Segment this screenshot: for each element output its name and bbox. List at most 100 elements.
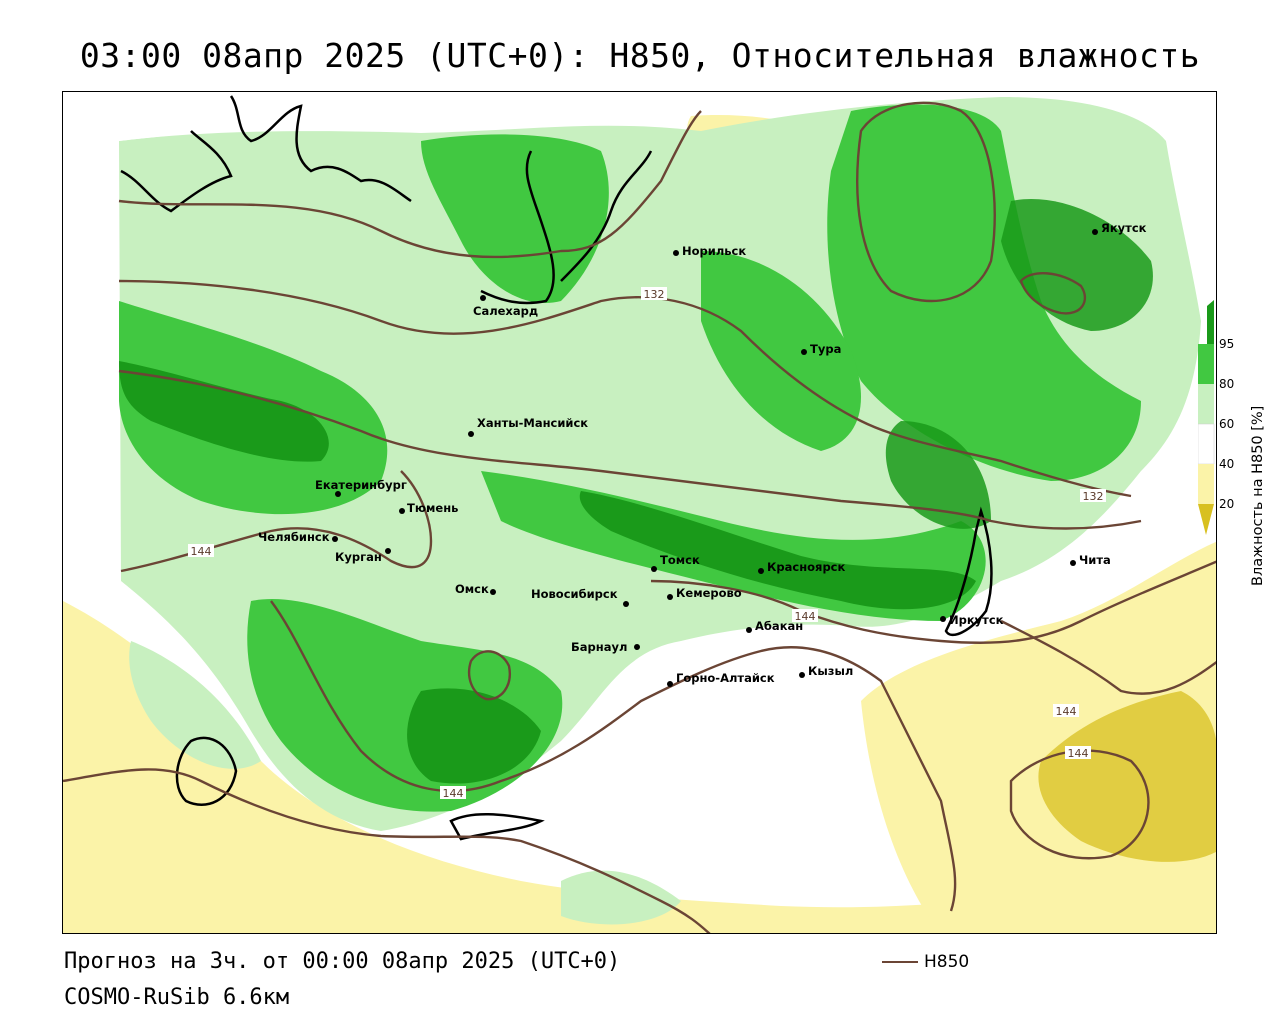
contour-label-132-north: 132 — [644, 288, 665, 301]
colorbar-tick-60: 60 — [1219, 417, 1234, 431]
coastline-pechora — [120, 130, 233, 213]
city-dot-chita — [1070, 560, 1076, 566]
city-kyzyl: Кызыл — [808, 664, 853, 678]
contour-label-144-west: 144 — [191, 545, 212, 558]
dry-area-west-steppe — [63, 641, 131, 831]
city-dot-tyumen — [399, 508, 405, 514]
coastline-aral — [449, 813, 545, 841]
colorbar-tick-95: 95 — [1219, 337, 1234, 351]
city-dot-tura — [801, 349, 807, 355]
colorbar-segment-20-40 — [1198, 464, 1214, 504]
colorbar-title: Влажность на H850 [%] — [1250, 406, 1266, 586]
wet-area-east — [701, 251, 861, 451]
contour-label-144-se1: 144 — [1056, 705, 1077, 718]
colorbar-title-container: Влажность на H850 [%] — [1250, 406, 1266, 586]
city-chita: Чита — [1079, 553, 1111, 567]
colorbar-tick-20: 20 — [1219, 497, 1234, 511]
city-dot-salekhard — [480, 295, 486, 301]
contour-north-132 — [118, 279, 1132, 498]
city-gorno-altaysk: Горно-Алтайск — [676, 671, 775, 685]
city-dot-tomsk — [651, 566, 657, 572]
city-dot-kurgan — [385, 548, 391, 554]
very-wet-ural-belt — [119, 361, 329, 462]
contour-center-144 — [650, 560, 1216, 645]
domain-mask-top-right — [1166, 92, 1216, 296]
very-wet-northeast — [1001, 199, 1153, 331]
map-title: 03:00 08апр 2025 (UTC+0): H850, Относите… — [79, 36, 1201, 75]
colorbar-segment-80-95 — [1198, 344, 1214, 384]
contour-se-144 — [1000, 619, 1216, 695]
contour-label-132-east: 132 — [1083, 490, 1104, 503]
very-wet-krasnoyarsk-band — [579, 491, 976, 610]
city-dot-omsk — [490, 589, 496, 595]
city-tyumen: Тюмень — [407, 501, 458, 515]
h850-contours — [63, 101, 1216, 933]
model-info: COSMO-RuSib 6.6км — [64, 985, 290, 1010]
city-khanty-mansiysk: Ханты-Мансийск — [477, 416, 588, 430]
city-chelyabinsk: Челябинск — [258, 530, 330, 544]
colorbar-top-triangle — [1207, 300, 1214, 306]
city-tura: Тура — [810, 342, 841, 356]
coastline-taimyr — [560, 150, 653, 282]
city-dot-khanty — [468, 431, 474, 437]
city-kurgan: Курган — [335, 550, 382, 564]
humidity-map: 132 132 144 144 144 144 144 Норильск Яку… — [63, 92, 1216, 933]
colorbar-bottom-triangle — [1198, 504, 1214, 535]
city-dot-abakan — [746, 627, 752, 633]
coastlines — [120, 95, 993, 841]
map-panel[interactable]: 132 132 144 144 144 144 144 Норильск Яку… — [62, 91, 1217, 934]
moist-area-south — [561, 870, 681, 925]
city-dot-norilsk — [673, 250, 679, 256]
coastline-kola-barents — [229, 95, 412, 203]
city-krasnoyarsk: Красноярск — [767, 560, 845, 574]
line-legend: H850 — [882, 952, 969, 972]
city-dot-novosibirsk — [623, 601, 629, 607]
city-dot-chelyabinsk — [332, 536, 338, 542]
city-abakan: Абакан — [755, 619, 803, 633]
contour-arctic — [118, 110, 702, 259]
domain-mask-top-left — [63, 92, 301, 601]
colorbar-tick-80: 80 — [1219, 377, 1234, 391]
very-dry-area-southeast — [1038, 691, 1216, 862]
city-yekaterinburg: Екатеринбург — [315, 478, 407, 492]
city-barnaul: Барнаул — [571, 640, 627, 654]
very-wet-baikal — [885, 421, 991, 529]
colorbar-segment-95-plus — [1207, 306, 1214, 344]
wet-area-north-east — [827, 104, 1141, 482]
cities: Норильск Якутск Салехард Тура Ханты-Манс… — [258, 221, 1147, 687]
colorbar-tick-40: 40 — [1219, 457, 1234, 471]
contour-label-144-center: 144 — [795, 610, 816, 623]
contour-yakutsk-loop — [1019, 272, 1087, 315]
forecast-info: Прогноз на 3ч. от 00:00 08апр 2025 (UTC+… — [64, 949, 621, 974]
very-wet-areas — [119, 199, 1153, 784]
contour-label-144-se2: 144 — [1068, 747, 1089, 760]
dry-area-southwest — [63, 601, 1216, 933]
humidity-colorbar: 95 80 60 40 20 — [1198, 300, 1234, 535]
contour-east-132 — [118, 369, 1142, 530]
contour-northeast-loop — [856, 101, 996, 303]
h850-line-swatch — [882, 961, 918, 963]
h850-line-label: H850 — [924, 952, 970, 972]
city-dot-irkutsk — [940, 616, 946, 622]
contour-label-group: 132 132 144 144 144 144 144 — [188, 287, 1106, 800]
contour-south-144 — [270, 600, 957, 912]
city-dot-yekaterinburg — [335, 491, 341, 497]
city-dot-kemerovo — [667, 594, 673, 600]
very-wet-kazakhstan-core — [407, 688, 541, 784]
moist-area-steppe — [129, 641, 261, 769]
contour-kazakhstan-loop — [467, 650, 511, 701]
coastline-caspian — [175, 736, 238, 806]
colorbar-segment-40-60 — [1198, 423, 1215, 465]
city-dot-yakutsk — [1092, 229, 1098, 235]
city-yakutsk: Якутск — [1101, 221, 1147, 235]
city-novosibirsk: Новосибирск — [531, 587, 618, 601]
city-dot-kyzyl — [799, 672, 805, 678]
city-kemerovo: Кемерово — [676, 586, 742, 600]
city-dot-barnaul — [634, 644, 640, 650]
city-norilsk: Норильск — [682, 244, 746, 258]
coastline-yamal — [480, 150, 555, 305]
city-salekhard: Салехард — [473, 304, 538, 318]
city-dot-gorno-altaysk — [667, 681, 673, 687]
city-dot-krasnoyarsk — [758, 568, 764, 574]
city-irkutsk: Иркутск — [949, 613, 1004, 627]
